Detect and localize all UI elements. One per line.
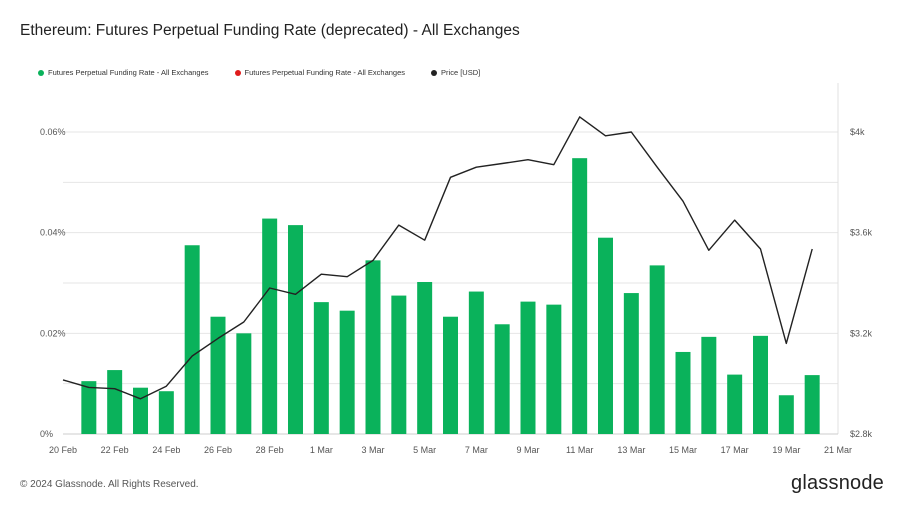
- x-tick-label: 17 Mar: [721, 445, 749, 455]
- funding-rate-bar: [133, 387, 148, 434]
- funding-rate-bar: [391, 295, 407, 434]
- y-right-tick-label: $3.6k: [850, 228, 873, 238]
- funding-rate-bar: [417, 281, 433, 434]
- legend-marker-black: [431, 69, 438, 76]
- legend-label: Futures Perpetual Funding Rate - All Exc…: [48, 68, 209, 77]
- y-left-tick-label: 0.06%: [40, 127, 66, 137]
- price-line: [62, 116, 813, 400]
- y-left-tick-label: 0.04%: [40, 228, 66, 238]
- funding-rate-bar: [236, 333, 252, 434]
- funding-rate-bar: [184, 245, 200, 434]
- x-tick-label: 13 Mar: [617, 445, 645, 455]
- x-tick-label: 26 Feb: [204, 445, 232, 455]
- funding-rate-bar: [649, 265, 665, 434]
- x-tick-label: 9 Mar: [516, 445, 539, 455]
- x-tick-label: 1 Mar: [310, 445, 333, 455]
- x-tick-label: 21 Mar: [824, 445, 852, 455]
- funding-rate-bar: [313, 302, 329, 434]
- x-tick-label: 5 Mar: [413, 445, 436, 455]
- chart-title: Ethereum: Futures Perpetual Funding Rate…: [20, 22, 520, 39]
- funding-rate-bars: [81, 158, 820, 434]
- funding-rate-bar: [520, 301, 536, 434]
- legend-label: Futures Perpetual Funding Rate - All Exc…: [244, 68, 406, 77]
- legend-label: Price [USD]: [441, 68, 481, 77]
- funding-rate-bar: [365, 260, 381, 434]
- y-right-tick-label: $2.8k: [850, 429, 873, 439]
- x-tick-label: 11 Mar: [566, 445, 593, 455]
- funding-rate-bar: [210, 316, 226, 434]
- axes: 0% 0.02% 0.04% 0.06% $2.8k $3.2k $3.6k $4k 20 Fe…: [40, 127, 873, 455]
- funding-rate-bar: [572, 158, 588, 434]
- funding-rate-bar: [468, 291, 484, 434]
- copyright-footer: © 2024 Glassnode. All Rights Reserved.: [20, 479, 199, 490]
- x-tick-label: 19 Mar: [772, 445, 800, 455]
- y-left-tick-label: 0%: [40, 429, 53, 439]
- legend-marker-green: [38, 69, 44, 76]
- funding-rate-bar: [158, 391, 174, 434]
- funding-rate-bar: [546, 304, 562, 434]
- x-tick-label: 24 Feb: [152, 445, 180, 455]
- funding-rate-bar: [107, 370, 123, 434]
- x-tick-label: 28 Feb: [256, 445, 284, 455]
- funding-rate-bar: [778, 395, 794, 434]
- x-tick-label: 7 Mar: [465, 445, 488, 455]
- funding-rate-bar: [804, 375, 820, 434]
- funding-rate-bar: [623, 293, 639, 434]
- funding-rate-bar: [288, 225, 303, 434]
- legend-item-funding-rate-negative[interactable]: Futures Perpetual Funding Rate - All Exc…: [234, 68, 406, 77]
- price-series-line: [62, 116, 813, 400]
- x-tick-label: 20 Feb: [49, 445, 77, 455]
- y-right-tick-label: $3.2k: [850, 328, 873, 338]
- legend-marker-red: [234, 69, 241, 76]
- x-tick-label: 15 Mar: [669, 445, 697, 455]
- funding-rate-bar: [443, 316, 458, 434]
- funding-rate-bar: [339, 310, 355, 434]
- legend-item-funding-rate[interactable]: Futures Perpetual Funding Rate - All Exc…: [38, 68, 209, 77]
- glassnode-logo: glassnode: [791, 472, 884, 494]
- y-left-tick-label: 0.02%: [40, 328, 66, 338]
- funding-rate-bar: [675, 351, 691, 434]
- x-tick-label: 22 Feb: [101, 445, 129, 455]
- funding-rate-bar: [494, 324, 510, 434]
- funding-rate-bar: [753, 335, 768, 434]
- y-right-tick-label: $4k: [850, 127, 865, 137]
- funding-rate-bar: [598, 237, 613, 434]
- legend-item-price[interactable]: Price [USD]: [431, 68, 480, 77]
- funding-rate-bar: [262, 218, 278, 434]
- chart-legend: Futures Perpetual Funding Rate - All Exc…: [38, 68, 480, 77]
- funding-rate-bar: [701, 336, 717, 434]
- funding-rate-bar: [81, 381, 97, 434]
- funding-rate-bar: [727, 374, 743, 434]
- x-tick-label: 3 Mar: [361, 445, 384, 455]
